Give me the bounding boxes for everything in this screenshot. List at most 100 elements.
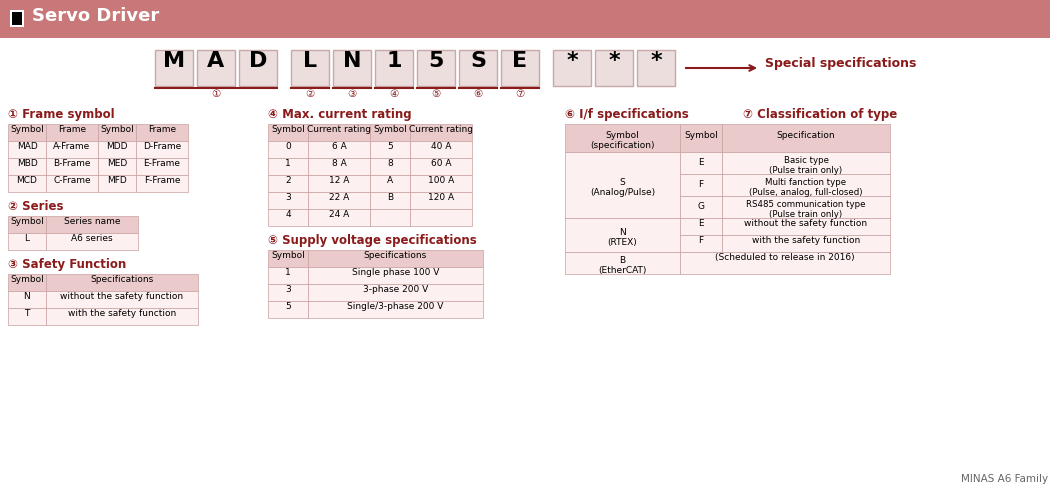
Text: 22 A: 22 A bbox=[329, 193, 349, 202]
Text: ⑥: ⑥ bbox=[474, 89, 482, 99]
Bar bbox=[410, 192, 472, 209]
Bar bbox=[722, 124, 890, 152]
Bar bbox=[722, 218, 890, 235]
Text: 100 A: 100 A bbox=[428, 176, 454, 185]
Text: Specifications: Specifications bbox=[364, 251, 427, 260]
Bar bbox=[308, 284, 483, 301]
Text: MINAS A6 Family: MINAS A6 Family bbox=[960, 474, 1048, 484]
Bar bbox=[308, 209, 370, 226]
Text: Current rating: Current rating bbox=[307, 125, 371, 134]
Text: ③ Safety Function: ③ Safety Function bbox=[8, 258, 126, 271]
Bar bbox=[681, 124, 722, 152]
Text: without the safety function: without the safety function bbox=[744, 219, 867, 228]
Text: N: N bbox=[342, 51, 361, 71]
Bar bbox=[565, 124, 681, 152]
Text: Symbol: Symbol bbox=[684, 131, 718, 140]
Text: MFD: MFD bbox=[107, 176, 127, 185]
Text: Special specifications: Special specifications bbox=[765, 57, 917, 69]
Bar bbox=[136, 158, 188, 175]
Text: 120 A: 120 A bbox=[428, 193, 454, 202]
Bar bbox=[595, 50, 633, 86]
Text: ④: ④ bbox=[389, 89, 399, 99]
Text: ④ Max. current rating: ④ Max. current rating bbox=[268, 108, 411, 121]
Bar bbox=[681, 174, 722, 196]
Text: *: * bbox=[650, 51, 661, 71]
Text: (Scheduled to release in 2016): (Scheduled to release in 2016) bbox=[716, 253, 854, 262]
Bar bbox=[46, 141, 98, 158]
Text: M: M bbox=[163, 51, 186, 71]
Text: Current rating: Current rating bbox=[409, 125, 473, 134]
Bar bbox=[370, 175, 410, 192]
Bar bbox=[136, 141, 188, 158]
Text: 40 A: 40 A bbox=[430, 142, 452, 151]
Bar bbox=[197, 50, 235, 86]
Bar bbox=[268, 192, 308, 209]
Text: N: N bbox=[23, 292, 31, 301]
Bar bbox=[722, 152, 890, 174]
Bar bbox=[238, 50, 277, 86]
Bar bbox=[637, 50, 675, 86]
Bar bbox=[501, 50, 538, 86]
Bar bbox=[155, 50, 193, 86]
Text: G: G bbox=[697, 202, 705, 211]
Text: Specification: Specification bbox=[777, 131, 835, 140]
Bar bbox=[46, 216, 138, 233]
Text: Servo Driver: Servo Driver bbox=[32, 7, 159, 25]
Text: Symbol: Symbol bbox=[11, 125, 43, 134]
Text: S: S bbox=[470, 51, 485, 71]
Text: Symbol: Symbol bbox=[11, 217, 43, 226]
Bar bbox=[8, 175, 46, 192]
Text: B
(EtherCAT): B (EtherCAT) bbox=[598, 256, 647, 275]
Bar bbox=[681, 196, 722, 218]
Text: 3: 3 bbox=[285, 193, 290, 202]
Bar bbox=[370, 124, 410, 141]
Text: ①: ① bbox=[211, 89, 220, 99]
Text: Frame: Frame bbox=[58, 125, 86, 134]
Bar bbox=[722, 235, 890, 252]
Text: S
(Analog/Pulse): S (Analog/Pulse) bbox=[590, 178, 655, 197]
Text: Symbol: Symbol bbox=[100, 125, 134, 134]
Text: L: L bbox=[24, 234, 30, 243]
Text: L: L bbox=[303, 51, 317, 71]
Text: 8 A: 8 A bbox=[332, 159, 347, 168]
Text: ① Frame symbol: ① Frame symbol bbox=[8, 108, 114, 121]
Bar bbox=[98, 175, 136, 192]
Bar bbox=[46, 291, 198, 308]
Bar bbox=[98, 141, 136, 158]
Bar bbox=[722, 196, 890, 218]
Text: 5: 5 bbox=[285, 302, 290, 311]
Text: 24 A: 24 A bbox=[329, 210, 349, 219]
Text: 5: 5 bbox=[387, 142, 393, 151]
Text: 3: 3 bbox=[285, 285, 290, 294]
Text: ③: ③ bbox=[348, 89, 356, 99]
Text: 12 A: 12 A bbox=[329, 176, 349, 185]
Bar bbox=[410, 141, 472, 158]
Bar bbox=[565, 218, 681, 252]
Bar bbox=[268, 209, 308, 226]
Bar bbox=[8, 158, 46, 175]
Text: MBD: MBD bbox=[17, 159, 37, 168]
Text: MCD: MCD bbox=[17, 176, 37, 185]
Text: 8: 8 bbox=[387, 159, 393, 168]
Text: ⑤: ⑤ bbox=[431, 89, 441, 99]
Text: F-Frame: F-Frame bbox=[144, 176, 180, 185]
Text: *: * bbox=[608, 51, 620, 71]
Bar bbox=[0, 0, 1050, 38]
Bar bbox=[308, 250, 483, 267]
Bar bbox=[268, 158, 308, 175]
Text: 1: 1 bbox=[386, 51, 402, 71]
Bar bbox=[308, 267, 483, 284]
Text: 3-phase 200 V: 3-phase 200 V bbox=[363, 285, 428, 294]
Bar bbox=[681, 218, 722, 235]
Bar bbox=[333, 50, 371, 86]
Bar bbox=[8, 124, 46, 141]
Bar bbox=[268, 284, 308, 301]
Bar bbox=[8, 216, 46, 233]
Bar bbox=[565, 252, 681, 274]
Bar bbox=[136, 124, 188, 141]
Bar bbox=[308, 158, 370, 175]
Text: T: T bbox=[24, 309, 30, 318]
Text: A-Frame: A-Frame bbox=[53, 142, 90, 151]
Text: D-Frame: D-Frame bbox=[143, 142, 181, 151]
Bar bbox=[268, 250, 308, 267]
